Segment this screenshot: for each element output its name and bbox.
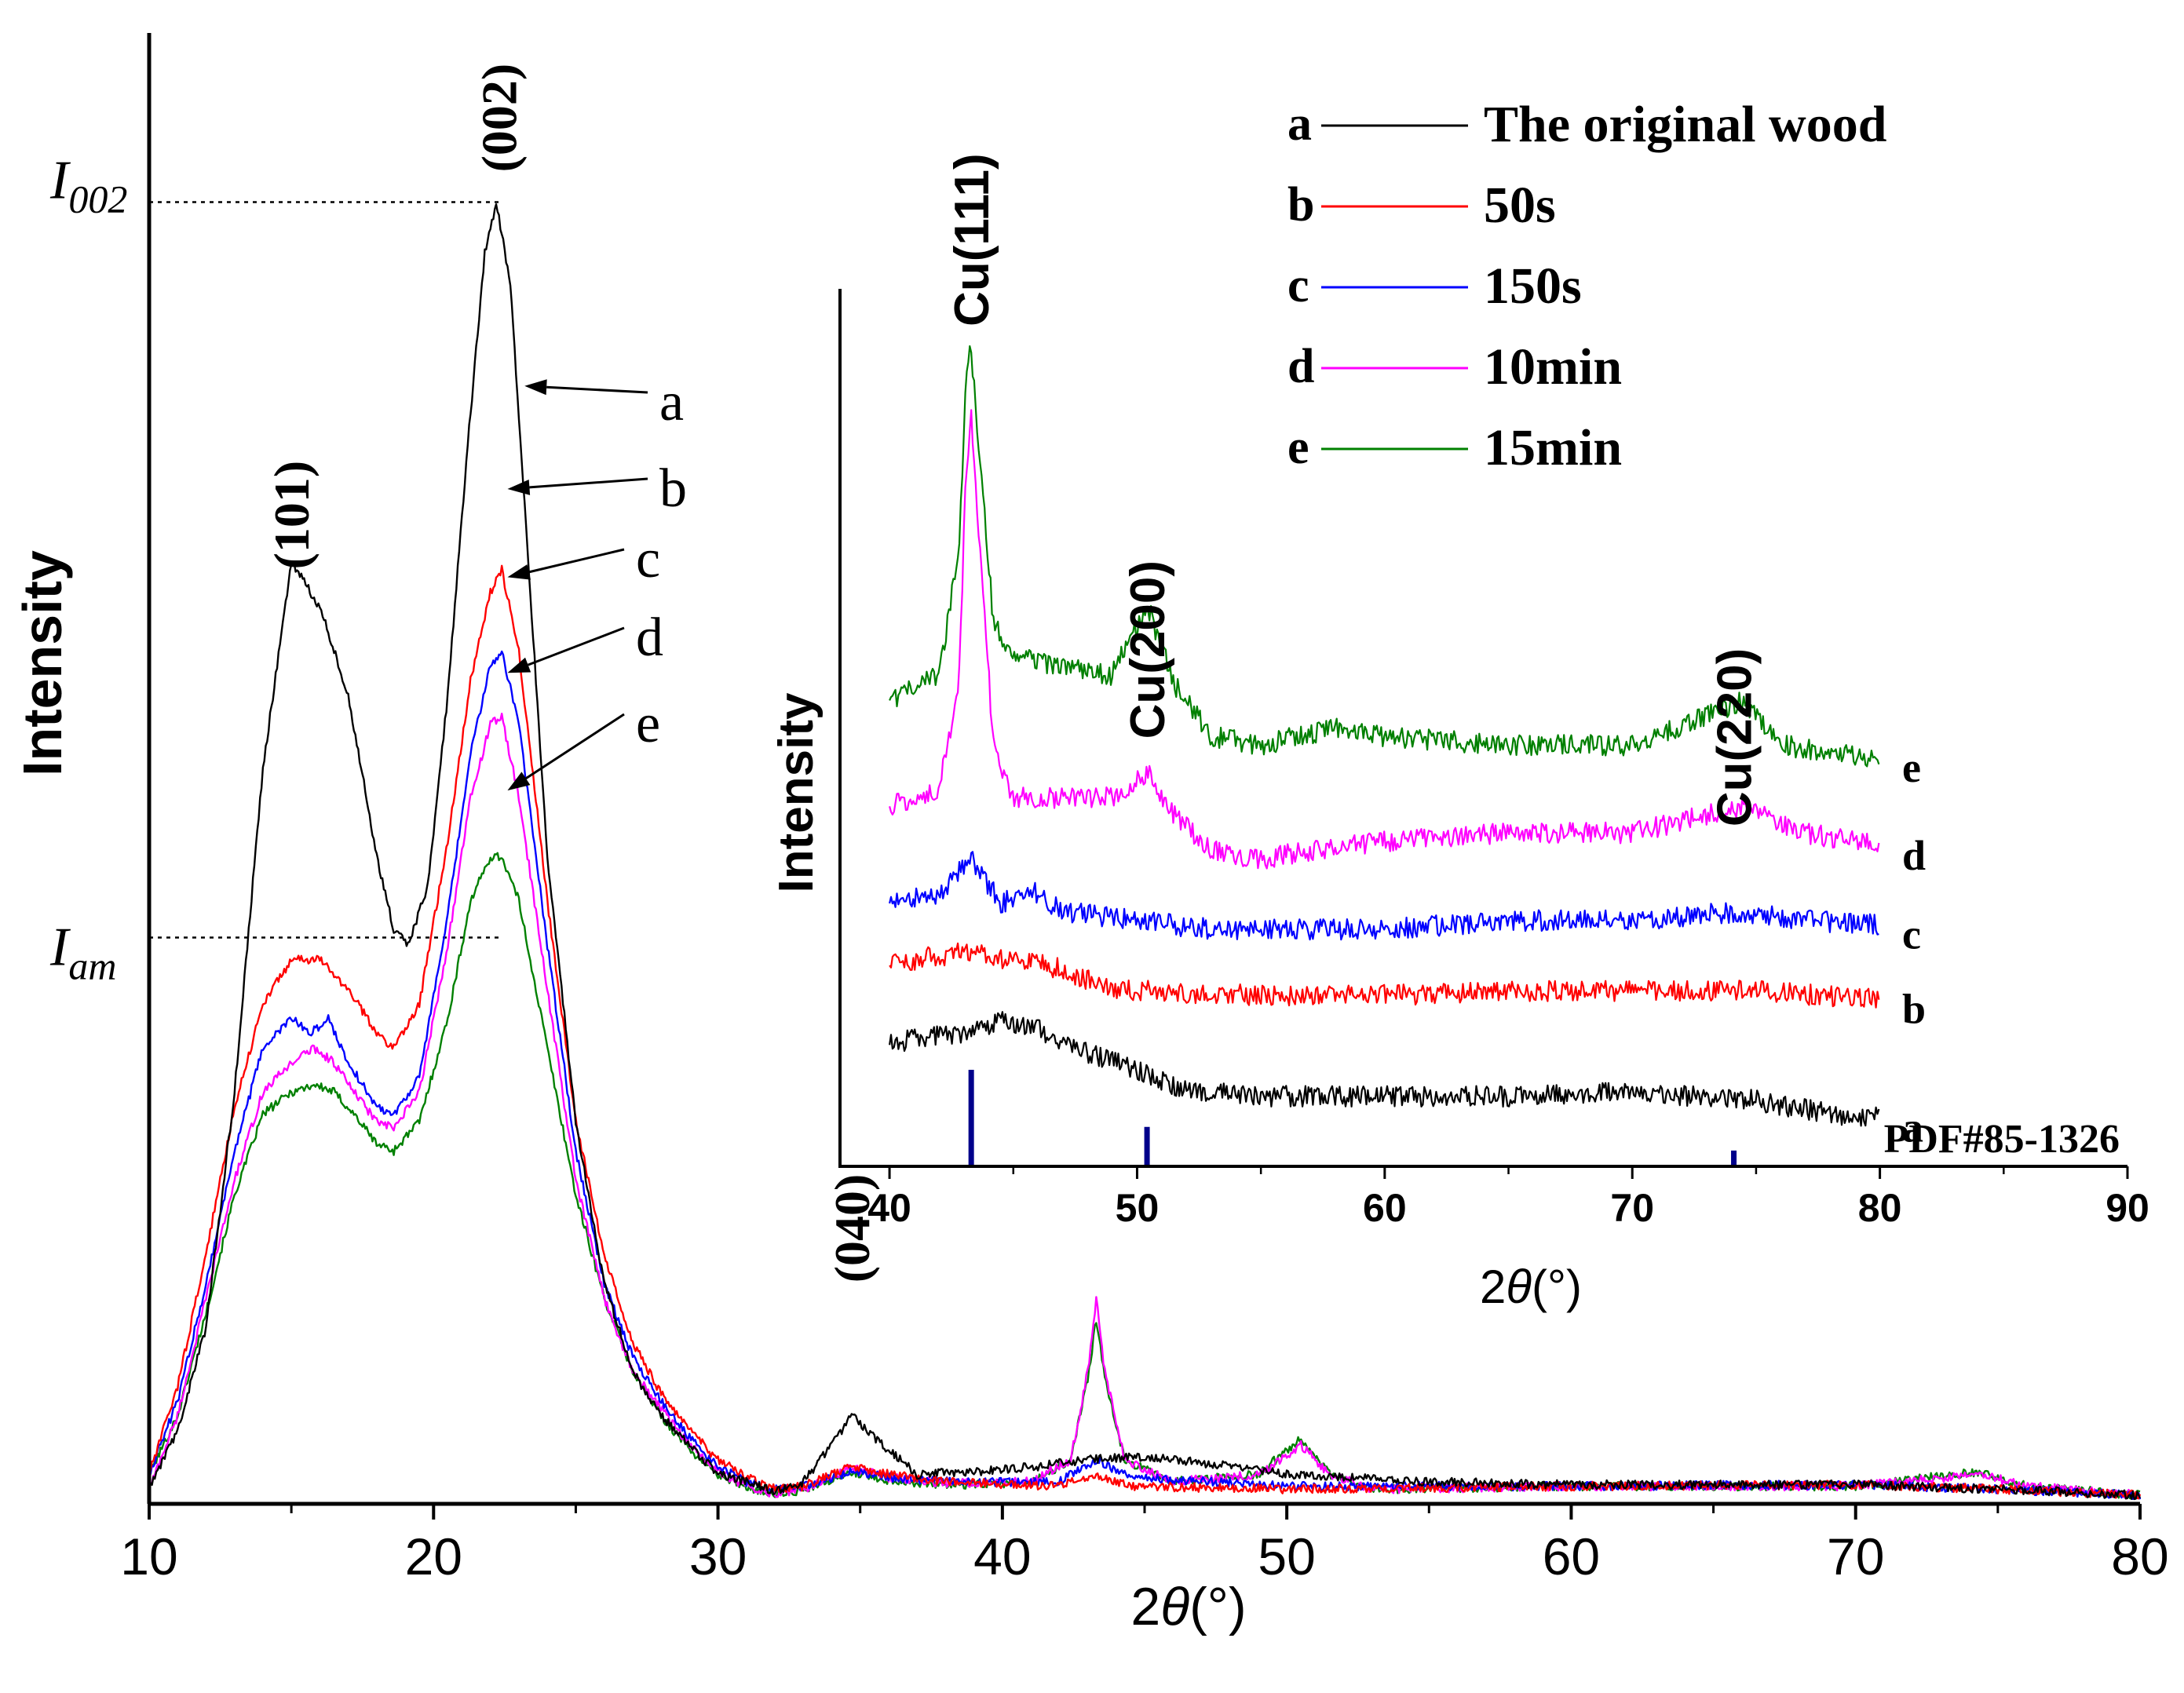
inset-y-axis-label: Intensity [769, 692, 824, 892]
main-series-group [148, 203, 2142, 1501]
main-x-tick-label: 20 [405, 1527, 462, 1585]
inset-x-tick-label: 70 [1610, 1186, 1654, 1230]
main-series-arrow [528, 626, 625, 666]
legend-key: a [1287, 97, 1312, 151]
inset-x-tick-label: 60 [1363, 1186, 1407, 1230]
legend-key: d [1287, 340, 1314, 393]
main-x-axis-label: 2θ(°) [1130, 1577, 1246, 1636]
main-reference-line-label-sub: 002 [68, 177, 127, 221]
inset-series-line-c [889, 851, 1879, 941]
main-x-axis-label-suffix: (°) [1189, 1577, 1246, 1636]
inset-peak-label: Cu(220) [1708, 648, 1762, 826]
inset-x-axis-label-var: θ [1506, 1261, 1532, 1313]
main-series-arrow [529, 477, 648, 489]
inset-reference-peaks [968, 1070, 1737, 1166]
inset-series-label: a [1902, 1104, 1923, 1151]
inset-reference-pattern-label: PDF#85-1326 [1884, 1117, 2120, 1162]
inset-series-label: e [1902, 744, 1921, 791]
main-x-tick-label: 50 [1258, 1527, 1315, 1585]
main-reference-line-label: I002 [49, 151, 127, 221]
inset-peak-label: Cu(111) [945, 153, 999, 327]
inset-x-tick-label: 80 [1858, 1186, 1902, 1230]
legend-key: b [1287, 178, 1314, 232]
main-series-arrow [546, 385, 648, 394]
inset-axes [838, 289, 2127, 1168]
main-x-axis-label-prefix: 2 [1130, 1577, 1160, 1636]
legend-key: e [1287, 421, 1309, 474]
main-series-arrow [528, 548, 625, 574]
main-series-arrow-label: a [659, 372, 684, 432]
main-series-arrow-head [507, 657, 531, 673]
inset-series-line-a [889, 1011, 1880, 1127]
inset-series-label: d [1902, 832, 1926, 879]
main-x-tick-label: 30 [689, 1527, 747, 1585]
main-ticks: 10 20 30 40 50 60 70 80 [120, 1504, 2169, 1585]
inset-series-line-e [889, 345, 1880, 768]
main-x-axis-label-var: θ [1160, 1577, 1189, 1636]
inset-x-tick-label: 40 [867, 1186, 911, 1230]
main-reference-line-label: Iam [49, 918, 116, 988]
inset-series-line-d [889, 409, 1880, 870]
legend: a The original wood b 50s c 150s d 10min e 15min [1287, 96, 1886, 476]
inset-ticks: 40 50 60 70 80 90 [867, 1166, 2149, 1230]
inset-peak-label: Cu(200) [1121, 560, 1175, 739]
main-series-arrow-head [507, 772, 531, 791]
main-x-tick-label: 60 [1543, 1527, 1600, 1585]
inset-x-tick-label: 90 [2105, 1186, 2149, 1230]
inset-series-group [889, 345, 1880, 1127]
main-series-line-c [148, 650, 2142, 1501]
main-x-tick-label: 70 [1827, 1527, 1884, 1585]
inset-x-tick-label: 50 [1116, 1186, 1160, 1230]
main-series-arrow-label: e [636, 694, 660, 754]
inset-series-label: b [1902, 986, 1926, 1033]
main-series-line-a [148, 203, 2142, 1501]
legend-label: 10min [1484, 338, 1622, 396]
inset-series-label: c [1902, 911, 1921, 958]
main-series-arrow-head [524, 379, 547, 396]
main-reference-line-label-letter: I [49, 151, 71, 211]
legend-label: 15min [1484, 419, 1622, 476]
inset-x-axis-label-prefix: 2 [1480, 1261, 1506, 1313]
inset-plot: 40 50 60 70 80 90 Cu(111)Cu(200) Cu(220) abcde… [769, 153, 2149, 1313]
main-peak-label: (040) [824, 1174, 880, 1283]
legend-label: The original wood [1484, 96, 1886, 153]
main-series-arrow-head [507, 479, 531, 495]
legend-label: 150s [1484, 257, 1582, 315]
inset-x-axis-label: 2θ(°) [1480, 1261, 1582, 1313]
legend-label: 50s [1484, 177, 1556, 234]
main-axes [147, 33, 2140, 1506]
legend-key: c [1287, 259, 1309, 312]
main-series-arrow [525, 713, 625, 780]
inset-series-line-b [889, 942, 1880, 1009]
main-reference-line-label-letter: I [49, 918, 71, 978]
main-peak-label: (002) [472, 64, 528, 173]
main-reference-line-label-sub: am [68, 944, 116, 988]
main-x-tick-label: 40 [973, 1527, 1031, 1585]
main-series-arrow-label: b [659, 458, 687, 519]
main-x-tick-label: 10 [120, 1527, 177, 1585]
main-peak-labels: (101) (002) (040) [264, 64, 880, 1283]
inset-peak-labels: Cu(111) Cu(200) Cu(220) [945, 153, 1762, 826]
main-series-arrow-label: c [636, 529, 660, 589]
main-peak-label: (101) [264, 461, 320, 570]
main-series-arrow-head [507, 564, 531, 580]
main-series-arrow-label: d [636, 608, 663, 668]
inset-x-axis-label-suffix: (°) [1532, 1261, 1582, 1313]
main-x-tick-label: 80 [2111, 1527, 2168, 1585]
main-y-axis-label: Intensity [12, 550, 73, 776]
